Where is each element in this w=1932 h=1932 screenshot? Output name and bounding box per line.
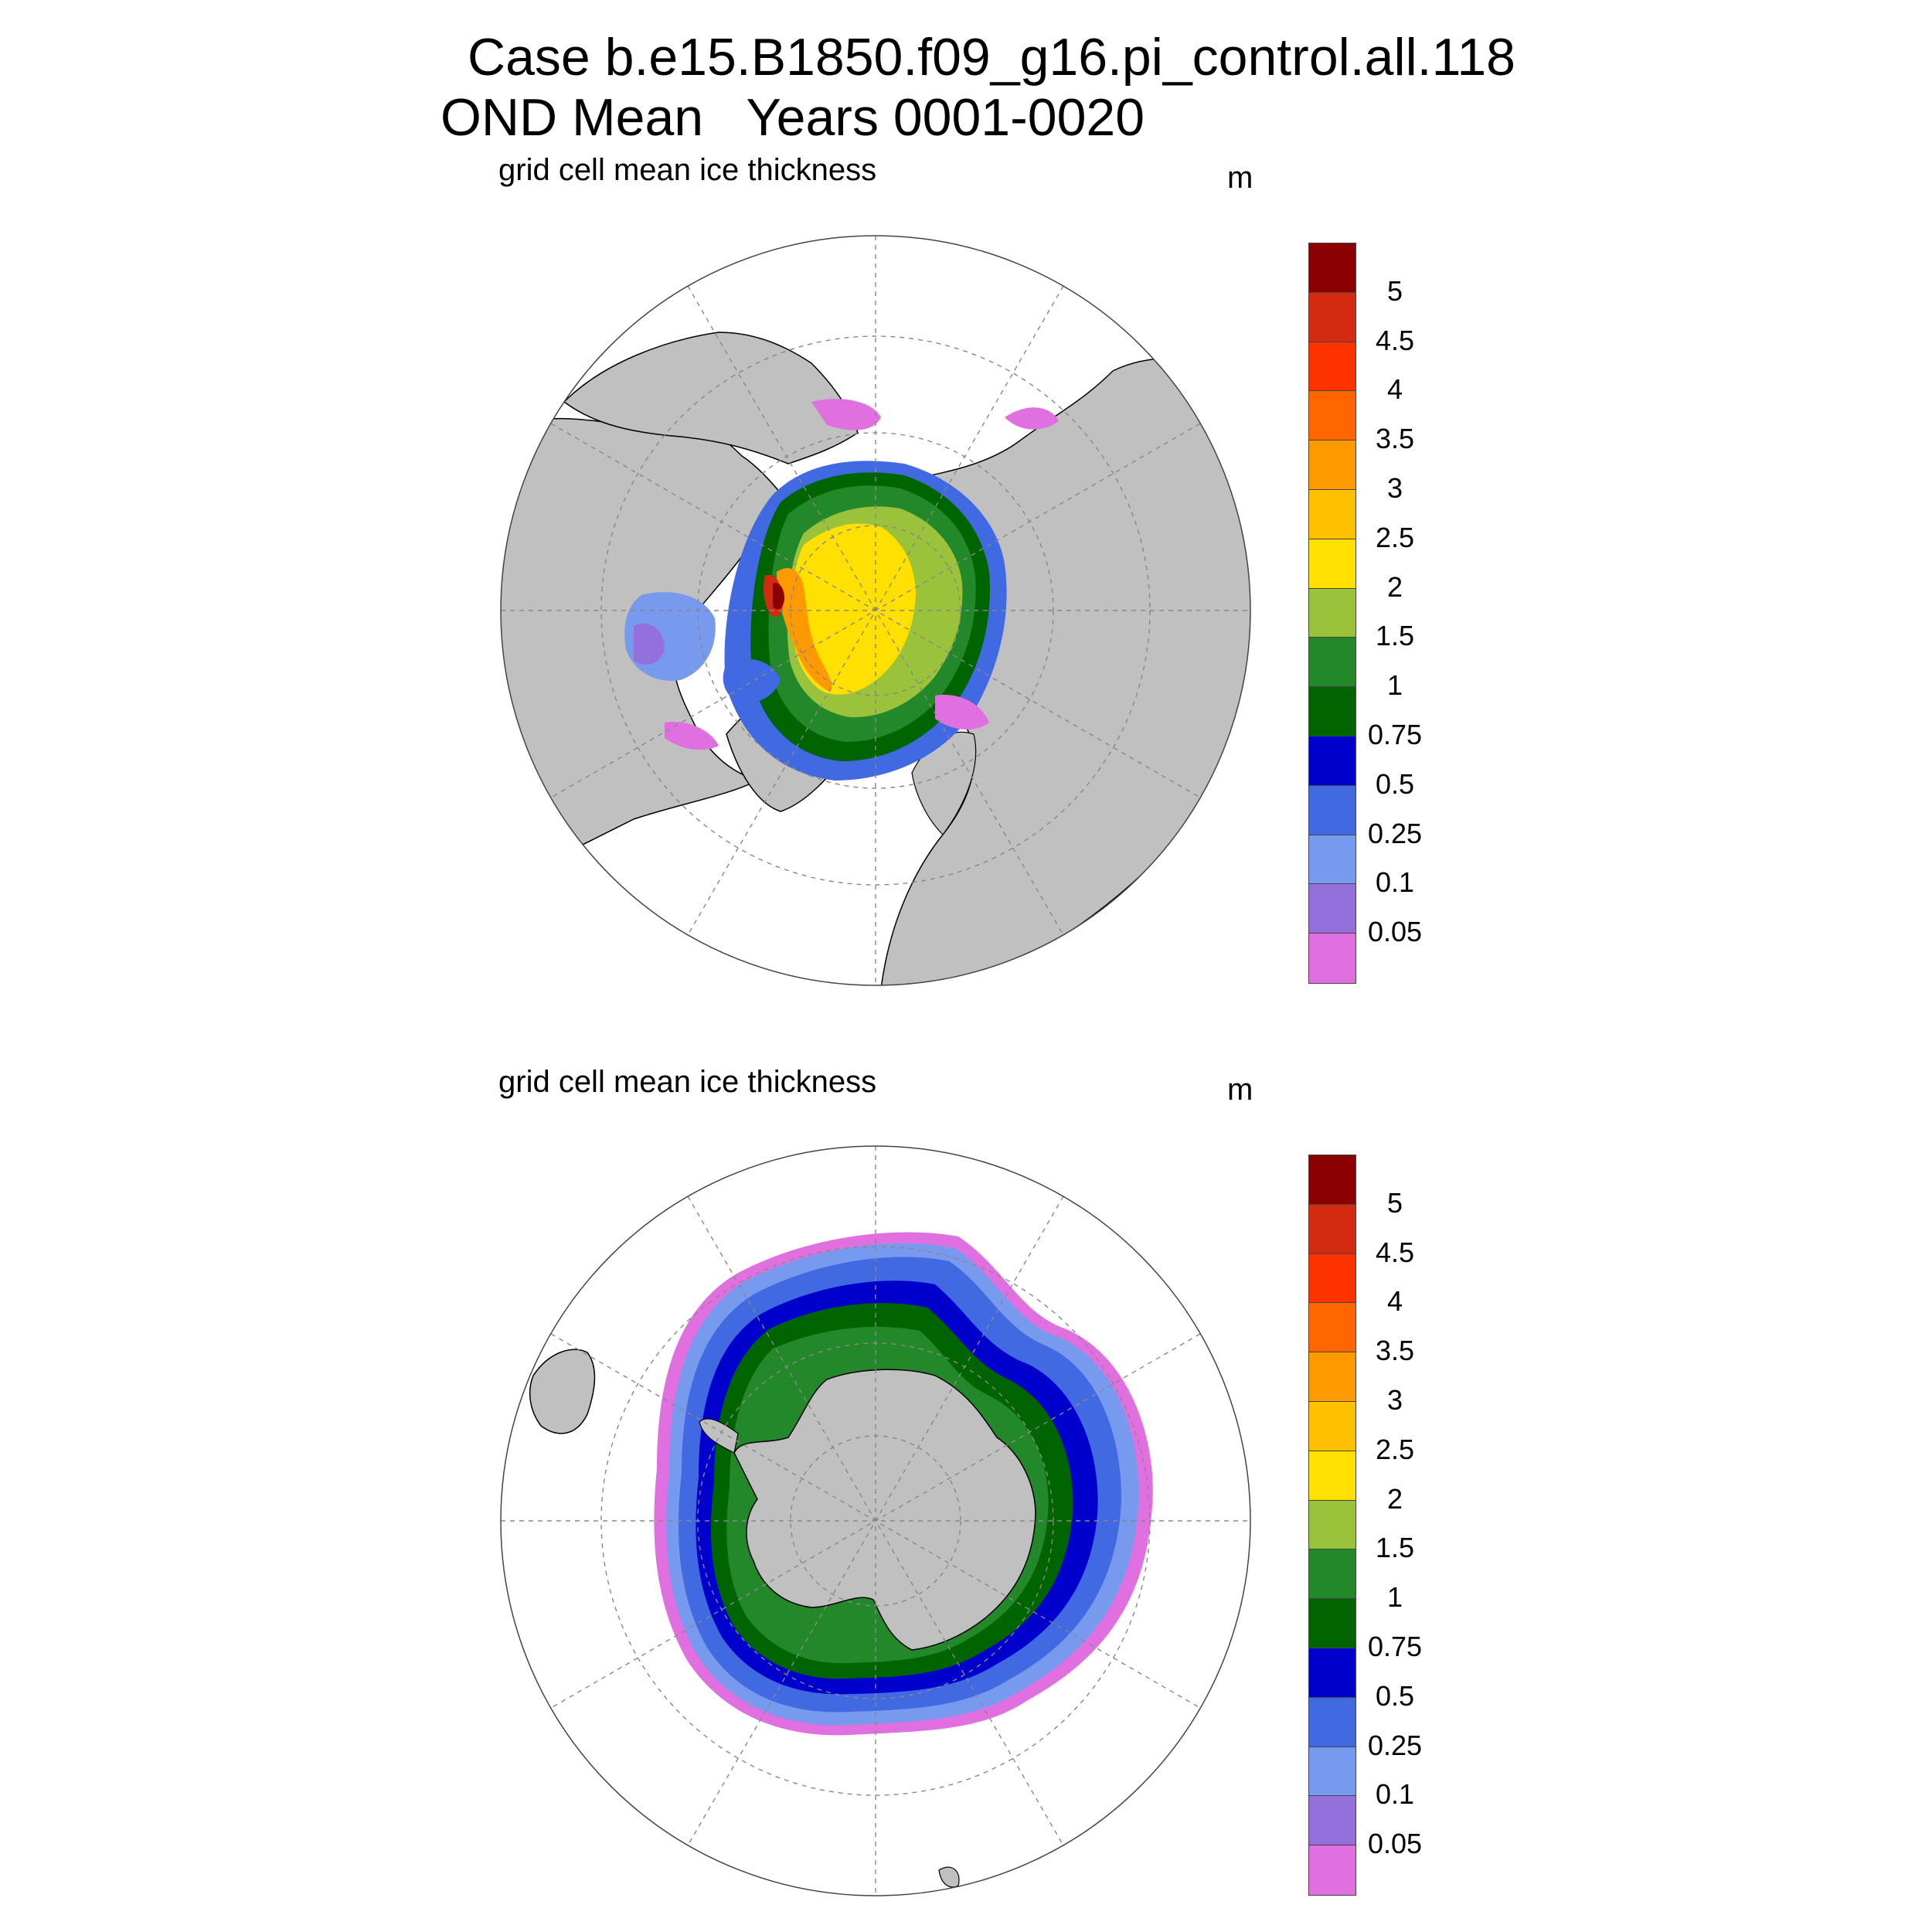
north-panel-units: m	[1227, 161, 1253, 195]
colorbar-swatch	[1309, 1648, 1355, 1698]
colorbar-label: 2.5	[1375, 521, 1415, 553]
colorbar-label: 0.75	[1367, 1631, 1423, 1662]
colorbar-label: 0.25	[1367, 817, 1423, 849]
baffin-bay-ice	[723, 658, 781, 702]
colorbar-label: 1	[1386, 669, 1403, 702]
colorbar-label: 2	[1386, 570, 1403, 603]
arctic-ice-orange	[777, 568, 832, 692]
south-colorbar	[1308, 1155, 1356, 1896]
colorbar-swatch	[1309, 934, 1355, 983]
colorbar-label: 1.5	[1375, 1532, 1415, 1564]
south-polar-map	[501, 1146, 1250, 1896]
colorbar-swatch	[1309, 391, 1355, 441]
antarctic-peninsula-land	[699, 1418, 739, 1454]
arctic-ice-thin	[811, 399, 881, 430]
colorbar-swatch	[1309, 1303, 1355, 1353]
colorbar-swatch	[1309, 1796, 1355, 1846]
figure-title-line1: Case b.e15.B1850.f09_g16.pi_control.all.…	[468, 28, 1515, 87]
colorbar-label: 1	[1386, 1581, 1403, 1614]
south-panel-subtitle: grid cell mean ice thickness	[498, 1065, 877, 1099]
colorbar-label: 0.1	[1375, 1778, 1415, 1811]
north-polar-map	[501, 236, 1250, 985]
colorbar-swatch	[1309, 1155, 1355, 1205]
colorbar-label: 4	[1386, 373, 1403, 406]
colorbar-swatch	[1309, 1845, 1355, 1895]
colorbar-swatch	[1309, 736, 1355, 786]
north-colorbar	[1308, 243, 1356, 984]
colorbar-label: 3.5	[1375, 1335, 1415, 1367]
colorbar-label: 4.5	[1375, 1236, 1415, 1268]
africa-tip-land	[938, 1866, 960, 1888]
colorbar-label: 1.5	[1375, 620, 1415, 652]
colorbar-label: 0.5	[1375, 767, 1415, 800]
colorbar-swatch	[1309, 1697, 1355, 1747]
colorbar-label: 3.5	[1375, 423, 1415, 455]
colorbar-label: 3	[1386, 472, 1403, 504]
colorbar-swatch	[1309, 342, 1355, 392]
colorbar-swatch	[1309, 884, 1355, 934]
colorbar-swatch	[1309, 785, 1355, 835]
north-panel-subtitle: grid cell mean ice thickness	[498, 153, 877, 187]
colorbar-swatch	[1309, 1451, 1355, 1501]
hudson-bay-ice-purple	[634, 623, 665, 665]
barents-sea-ice	[935, 695, 989, 730]
colorbar-swatch	[1309, 539, 1355, 589]
colorbar-label: 2	[1386, 1482, 1403, 1515]
colorbar-label: 4.5	[1375, 324, 1415, 356]
colorbar-label: 5	[1386, 274, 1403, 307]
colorbar-swatch	[1309, 588, 1355, 638]
colorbar-label: 5	[1386, 1186, 1403, 1219]
north-graticule	[501, 236, 1250, 985]
colorbar-label: 2.5	[1375, 1433, 1415, 1465]
bering-sea-ice	[1005, 407, 1059, 430]
colorbar-swatch	[1309, 1500, 1355, 1550]
colorbar-label: 0.05	[1367, 916, 1423, 948]
colorbar-label: 0.75	[1367, 719, 1423, 750]
colorbar-label: 0.25	[1367, 1729, 1423, 1761]
colorbar-swatch	[1309, 489, 1355, 539]
south-map-border	[500, 1145, 1251, 1896]
north-map-border	[500, 235, 1251, 986]
south-graticule	[501, 1146, 1250, 1896]
colorbar-swatch	[1309, 1401, 1355, 1451]
arctic-ice-yellow	[791, 523, 916, 695]
arctic-ice-darkred	[773, 583, 784, 610]
colorbar-swatch	[1309, 835, 1355, 885]
figure-title-line2: OND Mean Years 0001-0020	[440, 88, 1145, 147]
colorbar-swatch	[1309, 1549, 1355, 1600]
colorbar-label: 4	[1386, 1285, 1403, 1318]
antarctica-land	[733, 1369, 1036, 1651]
colorbar-swatch	[1309, 1253, 1355, 1304]
colorbar-swatch	[1309, 1747, 1355, 1797]
colorbar-swatch	[1309, 1352, 1355, 1402]
colorbar-swatch	[1309, 243, 1355, 293]
colorbar-swatch	[1309, 638, 1355, 688]
colorbar-swatch	[1309, 1599, 1355, 1648]
colorbar-label: 0.1	[1375, 866, 1415, 899]
colorbar-swatch	[1309, 440, 1355, 490]
labrador-sea-ice	[665, 722, 719, 750]
colorbar-label: 0.5	[1375, 1679, 1415, 1712]
colorbar-label: 0.05	[1367, 1828, 1423, 1860]
south-america-land	[529, 1349, 596, 1434]
south-panel-units: m	[1227, 1073, 1253, 1107]
colorbar-swatch	[1309, 292, 1355, 342]
colorbar-label: 3	[1386, 1384, 1403, 1416]
colorbar-swatch	[1309, 687, 1355, 736]
colorbar-swatch	[1309, 1204, 1355, 1254]
